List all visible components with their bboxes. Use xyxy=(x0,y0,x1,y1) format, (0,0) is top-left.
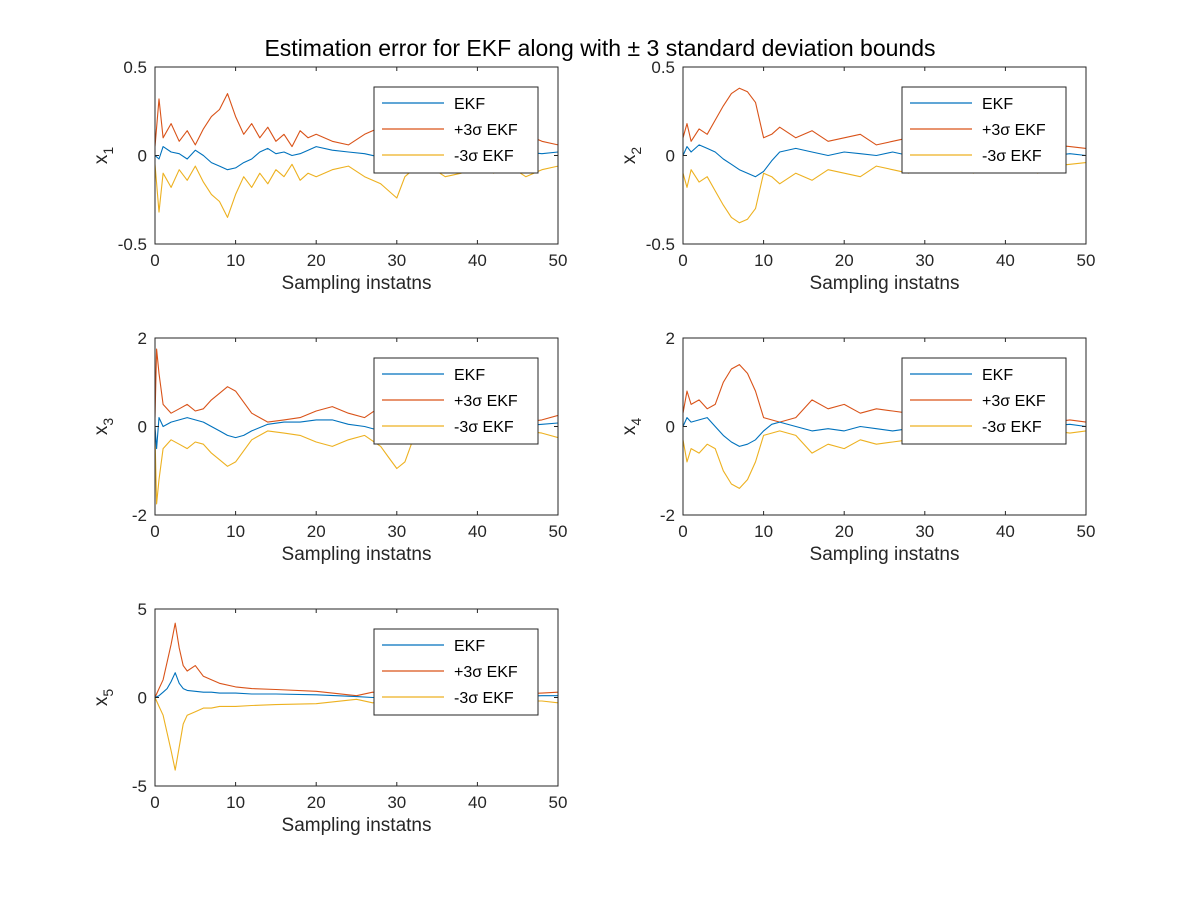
legend: EKF +3σ EKF -3σ EKF xyxy=(901,86,1067,174)
legend-entry-label: +3σ EKF xyxy=(982,393,1046,410)
legend-entry-label: -3σ EKF xyxy=(454,148,514,165)
y-axis-label: x5 xyxy=(91,689,116,707)
legend-box xyxy=(901,357,1067,445)
x-tick-label: 0 xyxy=(150,251,159,270)
x-tick-label: 10 xyxy=(226,251,245,270)
y-tick-label: 2 xyxy=(666,329,675,348)
series-line-minus-3sigma xyxy=(155,163,558,218)
legend-box xyxy=(373,86,539,174)
legend-box xyxy=(901,86,1067,174)
legend-entry-label: +3σ EKF xyxy=(454,122,518,139)
x-tick-label: 40 xyxy=(468,251,487,270)
x-tick-label: 40 xyxy=(468,522,487,541)
y-tick-label: 0 xyxy=(666,418,675,437)
legend-entry-label: EKF xyxy=(454,638,485,655)
x-tick-label: 10 xyxy=(226,522,245,541)
x-tick-label: 50 xyxy=(549,793,568,812)
y-tick-label: -0.5 xyxy=(118,235,147,254)
x-tick-label: 0 xyxy=(678,522,687,541)
x-tick-label: 0 xyxy=(678,251,687,270)
y-tick-label: 0 xyxy=(138,147,147,166)
x-axis-label: Sampling instatns xyxy=(282,273,432,294)
x-axis-label: Sampling instatns xyxy=(810,273,960,294)
y-axis-label: x1 xyxy=(91,147,116,165)
y-tick-label: 0 xyxy=(138,418,147,437)
legend-entry-label: -3σ EKF xyxy=(982,148,1042,165)
y-tick-label: 0 xyxy=(666,147,675,166)
x-tick-label: 10 xyxy=(226,793,245,812)
legend: EKF +3σ EKF -3σ EKF xyxy=(373,86,539,174)
y-axis-label: x2 xyxy=(619,147,644,165)
legend-entry-label: EKF xyxy=(982,367,1013,384)
y-axis-label: x3 xyxy=(91,418,116,436)
legend-entry-label: -3σ EKF xyxy=(454,690,514,707)
legend-entry-label: EKF xyxy=(454,367,485,384)
y-tick-label: 0.5 xyxy=(123,58,147,77)
y-tick-label: -2 xyxy=(132,506,147,525)
x-tick-label: 20 xyxy=(307,522,326,541)
legend-entry-label: +3σ EKF xyxy=(982,122,1046,139)
x-tick-label: 40 xyxy=(996,251,1015,270)
legend-box xyxy=(373,357,539,445)
y-tick-label: -2 xyxy=(660,506,675,525)
x-tick-label: 30 xyxy=(387,522,406,541)
legend-entry-label: -3σ EKF xyxy=(454,419,514,436)
y-tick-label: 0.5 xyxy=(651,58,675,77)
y-tick-label: 0 xyxy=(138,689,147,708)
x-tick-label: 10 xyxy=(754,522,773,541)
x-axis-label: Sampling instatns xyxy=(810,544,960,565)
y-tick-label: -0.5 xyxy=(646,235,675,254)
x-tick-label: 0 xyxy=(150,793,159,812)
figure-title: Estimation error for EKF along with ± 3 … xyxy=(264,35,935,61)
legend-entry-label: EKF xyxy=(454,96,485,113)
x-axis-label: Sampling instatns xyxy=(282,815,432,836)
x-tick-label: 30 xyxy=(915,522,934,541)
y-axis-label: x4 xyxy=(619,418,644,436)
x-tick-label: 50 xyxy=(549,522,568,541)
x-tick-label: 20 xyxy=(835,522,854,541)
x-tick-label: 20 xyxy=(307,251,326,270)
legend-entry-label: EKF xyxy=(982,96,1013,113)
x-tick-label: 40 xyxy=(996,522,1015,541)
x-tick-label: 10 xyxy=(754,251,773,270)
legend: EKF +3σ EKF -3σ EKF xyxy=(901,357,1067,445)
x-tick-label: 20 xyxy=(307,793,326,812)
legend-entry-label: +3σ EKF xyxy=(454,393,518,410)
x-tick-label: 30 xyxy=(387,793,406,812)
y-tick-label: -5 xyxy=(132,777,147,796)
x-tick-label: 50 xyxy=(549,251,568,270)
legend: EKF +3σ EKF -3σ EKF xyxy=(373,628,539,716)
x-tick-label: 30 xyxy=(387,251,406,270)
x-axis-label: Sampling instatns xyxy=(282,544,432,565)
legend-box xyxy=(373,628,539,716)
x-tick-label: 30 xyxy=(915,251,934,270)
y-tick-label: 2 xyxy=(138,329,147,348)
x-tick-label: 50 xyxy=(1077,251,1096,270)
y-tick-label: 5 xyxy=(138,600,147,619)
x-tick-label: 20 xyxy=(835,251,854,270)
x-tick-label: 50 xyxy=(1077,522,1096,541)
x-tick-label: 40 xyxy=(468,793,487,812)
legend: EKF +3σ EKF -3σ EKF xyxy=(373,357,539,445)
legend-entry-label: +3σ EKF xyxy=(454,664,518,681)
legend-entry-label: -3σ EKF xyxy=(982,419,1042,436)
x-tick-label: 0 xyxy=(150,522,159,541)
